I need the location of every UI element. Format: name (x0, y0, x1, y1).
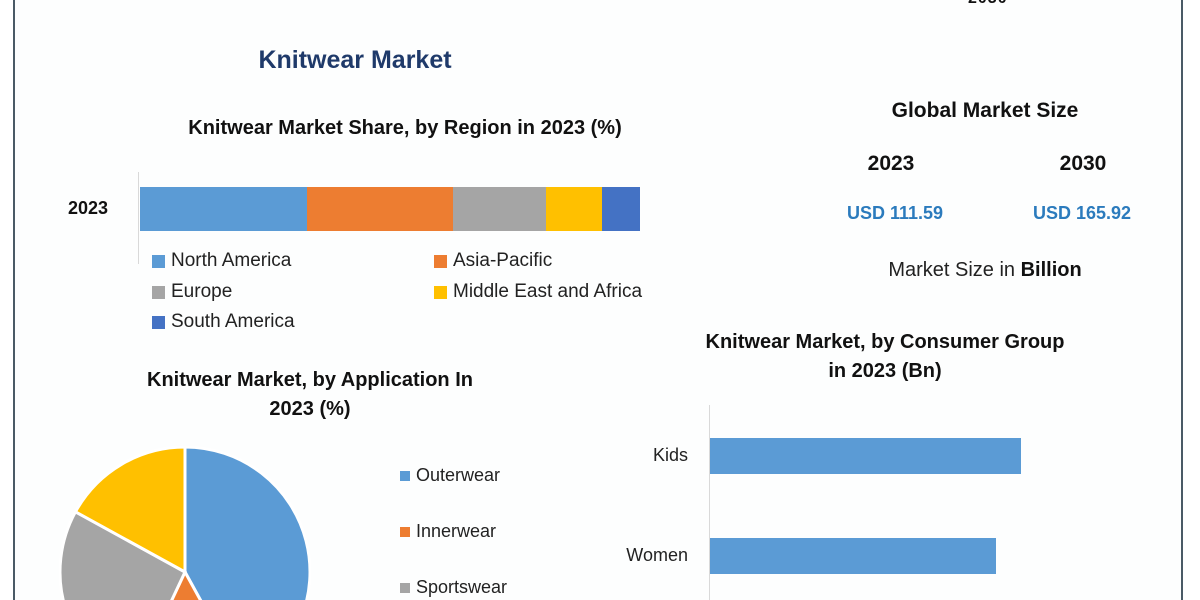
consumer-chart-axis (709, 405, 710, 600)
legend-label: Outerwear (416, 465, 501, 485)
legend-swatch-icon (400, 582, 410, 593)
legend-item: Middle East and Africa (434, 281, 642, 303)
legend-label: Middle East and Africa (453, 281, 643, 302)
global-market-year-2023: 2023 (867, 152, 915, 175)
frame-border-right (1181, 0, 1183, 600)
legend-item: North America (152, 250, 291, 272)
legend-item: South America (152, 311, 295, 333)
cropped-year-text: 2030 (968, 0, 1008, 8)
region-chart-category-label: 2023 (68, 198, 109, 218)
consumer-category-label: Kids (652, 445, 688, 465)
region-segment-asia-pacific (307, 187, 453, 231)
legend-item: Europe (152, 281, 232, 303)
pie-slice-outerwear (183, 446, 311, 600)
legend-swatch-icon (152, 315, 165, 329)
legend-item: Innerwear (400, 521, 496, 542)
application-pie-chart (59, 446, 311, 600)
legend-item: Sportswear (400, 577, 507, 598)
region-segment-europe (453, 187, 546, 231)
legend-swatch-icon (400, 526, 410, 537)
frame-border-left (13, 0, 15, 600)
consumer-category-label: Women (626, 545, 688, 565)
legend-swatch-icon (152, 254, 165, 268)
region-chart-title: Knitwear Market Share, by Region in 2023… (188, 117, 622, 139)
global-market-size-title: Global Market Size (891, 99, 1079, 122)
application-title-line2: 2023 (%) (269, 398, 351, 420)
application-chart-title: Knitwear Market, by Application In 2023 … (85, 366, 535, 424)
consumer-title-line1: Knitwear Market, by Consumer Group (705, 331, 1065, 353)
region-segment-middle-east-and-africa (546, 187, 602, 231)
unit-bold: Billion (1020, 259, 1082, 281)
pie-slice-sportswear (59, 509, 187, 600)
legend-swatch-icon (152, 285, 165, 299)
legend-item: Asia-Pacific (434, 250, 552, 272)
legend-label: Europe (171, 281, 233, 302)
region-segment-south-america (602, 187, 640, 231)
pie-slice-other (73, 446, 187, 575)
legend-swatch-icon (434, 254, 447, 268)
pie-slice-innerwear (170, 568, 203, 600)
legend-label: North America (171, 250, 292, 271)
global-market-value-2023: USD 111.59 (846, 203, 944, 223)
unit-prefix: Market Size in (888, 259, 1021, 281)
legend-label: Asia-Pacific (453, 250, 553, 271)
market-size-unit-note: Market Size in Billion (835, 259, 1135, 282)
legend-swatch-icon (434, 285, 447, 299)
legend-label: Sportswear (416, 577, 508, 597)
legend-label: Innerwear (416, 521, 497, 541)
application-title-line1: Knitwear Market, by Application In (147, 369, 473, 391)
region-chart-axis (138, 172, 139, 264)
region-segment-north-america (140, 187, 307, 231)
consumer-chart-title: Knitwear Market, by Consumer Group in 20… (640, 328, 1130, 386)
legend-label: South America (171, 311, 295, 332)
legend-item: Outerwear (400, 465, 500, 486)
consumer-title-line2: in 2023 (Bn) (828, 360, 942, 382)
global-market-value-2030: USD 165.92 (1032, 203, 1132, 223)
page-title: Knitwear Market (258, 46, 452, 74)
legend-swatch-icon (400, 470, 410, 481)
consumer-bar-kids (710, 438, 1021, 474)
consumer-bar-women (710, 538, 996, 574)
global-market-year-2030: 2030 (1059, 152, 1107, 175)
region-stacked-bar (140, 187, 640, 231)
